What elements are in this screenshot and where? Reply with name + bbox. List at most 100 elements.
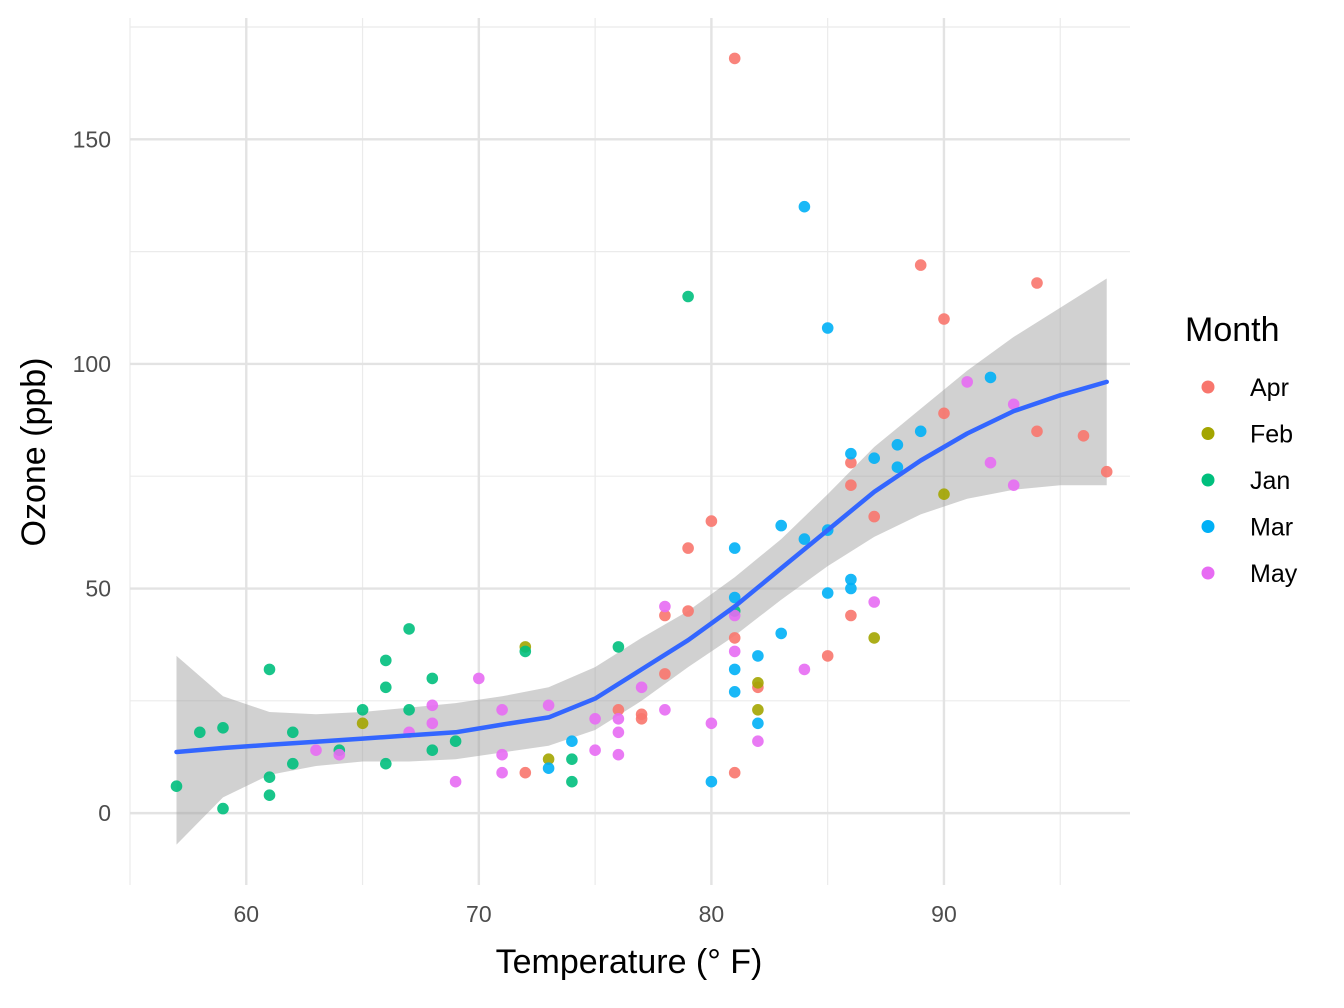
data-point [263,771,276,783]
data-point [728,632,741,644]
data-point [961,376,973,388]
legend-items: Apr Feb Jan Mar May [1201,374,1298,588]
data-point [217,802,229,815]
data-point [659,600,671,613]
y-axis-ticks: 0 50 100 150 [73,126,111,826]
data-point [287,757,299,770]
data-point [426,699,439,712]
data-point [542,753,555,765]
data-point [659,609,671,622]
x-axis-ticks: 60 70 80 90 [233,901,956,927]
y-tick-label: 0 [98,800,111,826]
data-point [914,425,927,438]
data-point [798,533,811,545]
series-feb [356,488,950,765]
data-point [449,735,462,747]
series-may [310,376,1020,788]
data-point [1031,277,1043,289]
legend-label: Mar [1250,514,1293,542]
data-point [752,650,764,662]
data-point [566,775,578,788]
data-point [542,699,555,712]
data-point [659,704,671,716]
legend-label: May [1250,560,1298,588]
data-point [612,713,625,725]
data-point [775,519,787,532]
data-point [380,757,392,770]
legend-label: Jan [1250,467,1290,495]
data-point [938,488,950,501]
data-point [496,748,508,761]
data-point [635,708,648,721]
data-point [798,200,811,213]
legend-item-apr: Apr [1201,374,1289,402]
legend-item-jan: Jan [1201,467,1290,495]
legend-key [1201,380,1215,394]
data-point [333,748,346,761]
data-point [170,780,183,792]
data-point [194,726,206,739]
data-point [845,447,857,460]
data-point [845,582,857,595]
y-tick-label: 50 [85,576,111,602]
data-point [938,407,950,420]
data-point [728,609,741,622]
data-point [728,542,741,554]
smooth-line-layer [174,379,1109,755]
data-point [659,668,671,680]
data-point [775,627,787,640]
data-point [496,704,508,716]
data-points-layer [170,52,1113,815]
x-axis-title: Temperature (° F) [496,943,763,981]
data-point [589,713,601,725]
data-point [728,686,741,698]
data-point [728,591,741,604]
data-point [868,632,880,644]
legend-item-feb: Feb [1201,421,1293,449]
data-point [682,290,694,303]
data-point [612,726,625,739]
minor-gridlines [129,18,1130,885]
data-point [635,681,648,694]
data-point [1007,398,1020,411]
data-point [868,510,880,523]
legend: Month Apr Feb Jan Mar May [1185,311,1298,588]
data-point [519,766,532,779]
data-point [728,645,741,658]
data-point [542,762,555,774]
data-point [287,726,299,739]
legend-title: Month [1185,311,1280,349]
data-point [984,456,997,469]
data-point [984,371,997,384]
data-point [356,717,369,730]
data-point [821,587,834,599]
data-point [403,623,415,635]
data-point [798,663,811,676]
data-point [821,322,834,334]
series-apr [519,52,1113,779]
data-point [1007,479,1020,492]
x-tick-label: 80 [699,901,725,927]
data-point [263,663,276,676]
data-point [310,744,322,756]
data-point [891,439,904,451]
x-tick-label: 90 [931,901,957,927]
data-point [612,704,625,716]
data-point [728,663,741,676]
legend-item-may: May [1201,560,1298,588]
data-point [566,735,578,747]
data-point [356,704,369,716]
data-point [426,717,439,730]
data-point [589,744,601,756]
data-point [728,52,741,65]
major-gridlines [130,18,1130,885]
data-point [914,259,927,271]
data-point [705,717,718,730]
data-point [1077,430,1090,442]
data-point [426,744,439,756]
data-point [845,479,857,492]
data-point [612,748,625,761]
legend-key [1201,427,1215,440]
x-tick-label: 60 [233,901,259,927]
